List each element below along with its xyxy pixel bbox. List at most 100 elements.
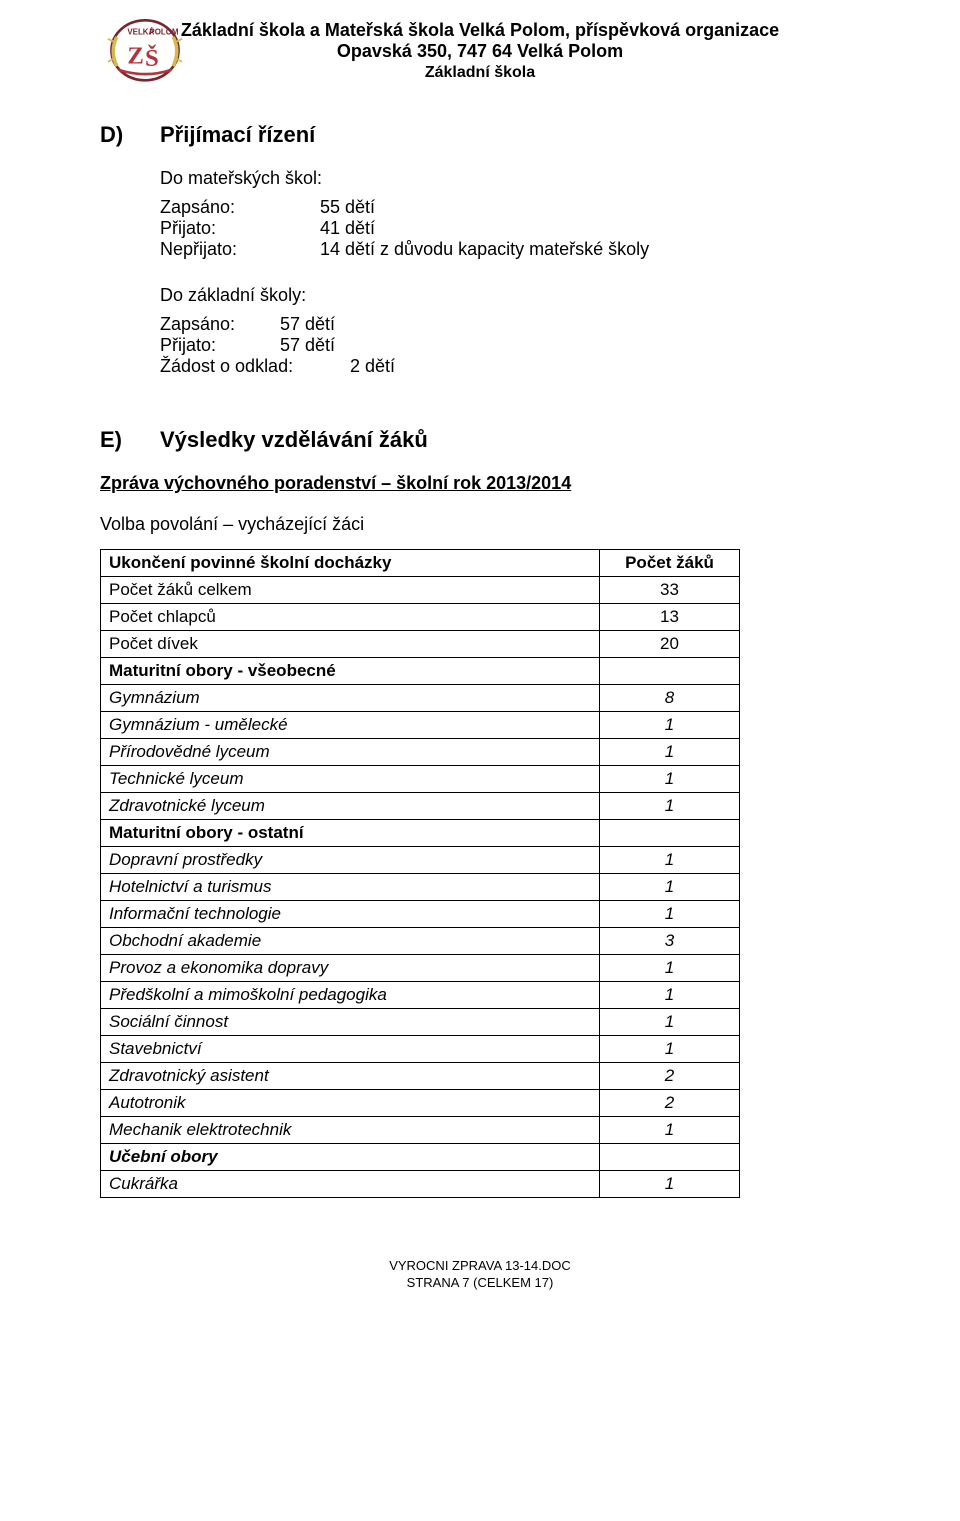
- table-header-row: Ukončení povinné školní docházky Počet ž…: [101, 550, 740, 577]
- table-row: Obchodní akademie3: [101, 928, 740, 955]
- table-cell-value: 3: [600, 928, 740, 955]
- table-row: Cukrářka1: [101, 1171, 740, 1198]
- table-row: Autotronik2: [101, 1090, 740, 1117]
- table-cell-value: 20: [600, 631, 740, 658]
- table-cell-label: Počet žáků celkem: [101, 577, 600, 604]
- results-table: Ukončení povinné školní docházky Počet ž…: [100, 549, 740, 1198]
- document-header: VELKÁ POLOM Z Š Základní škola a Mateřsk…: [100, 20, 860, 82]
- section-e-title: Výsledky vzdělávání žáků: [160, 427, 428, 453]
- table-cell-label: Gymnázium - umělecké: [101, 712, 600, 739]
- kv-key: Přijato:: [160, 218, 320, 239]
- table-row: Dopravní prostředky1: [101, 847, 740, 874]
- kv-key: Zapsáno:: [160, 197, 320, 218]
- table-cell-value: 1: [600, 982, 740, 1009]
- table-header-label: Ukončení povinné školní docházky: [101, 550, 600, 577]
- table-row: Přírodovědné lyceum1: [101, 739, 740, 766]
- section-e-subtitle: Zpráva výchovného poradenství – školní r…: [100, 473, 860, 494]
- table-cell-label: Obchodní akademie: [101, 928, 600, 955]
- kv-row: Přijato:57 dětí: [160, 335, 860, 356]
- header-line-2: Opavská 350, 747 64 Velká Polom: [100, 41, 860, 62]
- table-cell-label: Provoz a ekonomika dopravy: [101, 955, 600, 982]
- table-cell-value: 1: [600, 1009, 740, 1036]
- table-row: Počet chlapců13: [101, 604, 740, 631]
- kv-row: Žádost o odklad:2 dětí: [160, 356, 860, 377]
- table-row: Gymnázium - umělecké1: [101, 712, 740, 739]
- kv-key: Nepřijato:: [160, 239, 320, 260]
- table-row: Informační technologie1: [101, 901, 740, 928]
- section-e-heading: E) Výsledky vzdělávání žáků: [100, 427, 860, 453]
- table-row: Zdravotnické lyceum1: [101, 793, 740, 820]
- table-cell-label: Cukrářka: [101, 1171, 600, 1198]
- kv-row: Přijato:41 dětí: [160, 218, 860, 239]
- table-cell-value: 1: [600, 847, 740, 874]
- table-cell-value: 1: [600, 1171, 740, 1198]
- table-cell-label: Zdravotnický asistent: [101, 1063, 600, 1090]
- table-cell-label: Počet dívek: [101, 631, 600, 658]
- volba-text: Volba povolání – vycházející žáci: [100, 514, 860, 535]
- table-cell-value: 1: [600, 901, 740, 928]
- table-cell-label: Gymnázium: [101, 685, 600, 712]
- kv-row: Zapsáno:55 dětí: [160, 197, 860, 218]
- table-cell-label: Mechanik elektrotechnik: [101, 1117, 600, 1144]
- svg-text:POLOM: POLOM: [149, 27, 178, 36]
- section-d-letter: D): [100, 122, 160, 148]
- header-line-3: Základní škola: [100, 64, 860, 82]
- section-d-heading: D) Přijímací řízení: [100, 122, 860, 148]
- primary-school-block: Do základní školy: Zapsáno:57 dětíPřijat…: [160, 285, 860, 377]
- kindergarten-block: Do mateřských škol: Zapsáno:55 dětíPřija…: [160, 168, 860, 260]
- table-cell-value: 1: [600, 766, 740, 793]
- table-cell-value: 1: [600, 874, 740, 901]
- footer-line-1: VYROCNI ZPRAVA 13-14.DOC: [100, 1258, 860, 1275]
- table-cell-label: Předškolní a mimoškolní pedagogika: [101, 982, 600, 1009]
- table-cell-value: 8: [600, 685, 740, 712]
- section-e-letter: E): [100, 427, 160, 453]
- table-row: Gymnázium8: [101, 685, 740, 712]
- svg-text:Š: Š: [145, 44, 159, 72]
- table-cell-value: 1: [600, 1117, 740, 1144]
- table-cell-value: 33: [600, 577, 740, 604]
- kv-row: Nepřijato:14 dětí z důvodu kapacity mate…: [160, 239, 860, 260]
- kv-row: Zapsáno:57 dětí: [160, 314, 860, 335]
- table-cell-value: 13: [600, 604, 740, 631]
- table-row: Počet dívek20: [101, 631, 740, 658]
- kindergarten-label: Do mateřských škol:: [160, 168, 860, 189]
- kv-key: Žádost o odklad:: [160, 356, 350, 377]
- table-cell-value: [600, 820, 740, 847]
- kv-key: Zapsáno:: [160, 314, 280, 335]
- table-row: Učební obory: [101, 1144, 740, 1171]
- table-row: Zdravotnický asistent2: [101, 1063, 740, 1090]
- table-cell-value: 2: [600, 1090, 740, 1117]
- table-row: Sociální činnost1: [101, 1009, 740, 1036]
- table-cell-label: Zdravotnické lyceum: [101, 793, 600, 820]
- table-cell-label: Informační technologie: [101, 901, 600, 928]
- footer-line-2: STRANA 7 (CELKEM 17): [100, 1275, 860, 1292]
- table-cell-value: 1: [600, 955, 740, 982]
- table-header-count: Počet žáků: [600, 550, 740, 577]
- table-row: Provoz a ekonomika dopravy1: [101, 955, 740, 982]
- kv-key: Přijato:: [160, 335, 280, 356]
- primary-school-label: Do základní školy:: [160, 285, 860, 306]
- table-cell-value: 1: [600, 712, 740, 739]
- table-cell-value: 1: [600, 1036, 740, 1063]
- table-cell-label: Technické lyceum: [101, 766, 600, 793]
- table-row: Stavebnictví1: [101, 1036, 740, 1063]
- table-row: Technické lyceum1: [101, 766, 740, 793]
- kv-value: 41 dětí: [320, 218, 375, 239]
- table-cell-label: Přírodovědné lyceum: [101, 739, 600, 766]
- table-row: Maturitní obory - ostatní: [101, 820, 740, 847]
- table-cell-label: Sociální činnost: [101, 1009, 600, 1036]
- table-cell-label: Hotelnictví a turismus: [101, 874, 600, 901]
- table-cell-value: [600, 658, 740, 685]
- table-cell-label: Učební obory: [101, 1144, 600, 1171]
- table-cell-label: Stavebnictví: [101, 1036, 600, 1063]
- kv-value: 57 dětí: [280, 335, 335, 356]
- table-cell-label: Dopravní prostředky: [101, 847, 600, 874]
- kv-value: 57 dětí: [280, 314, 335, 335]
- table-cell-label: Počet chlapců: [101, 604, 600, 631]
- table-cell-value: 1: [600, 793, 740, 820]
- header-line-1: Základní škola a Mateřská škola Velká Po…: [100, 20, 860, 41]
- table-cell-value: 1: [600, 739, 740, 766]
- page-footer: VYROCNI ZPRAVA 13-14.DOC STRANA 7 (CELKE…: [100, 1258, 860, 1292]
- kv-value: 2 dětí: [350, 356, 395, 377]
- table-cell-label: Maturitní obory - všeobecné: [101, 658, 600, 685]
